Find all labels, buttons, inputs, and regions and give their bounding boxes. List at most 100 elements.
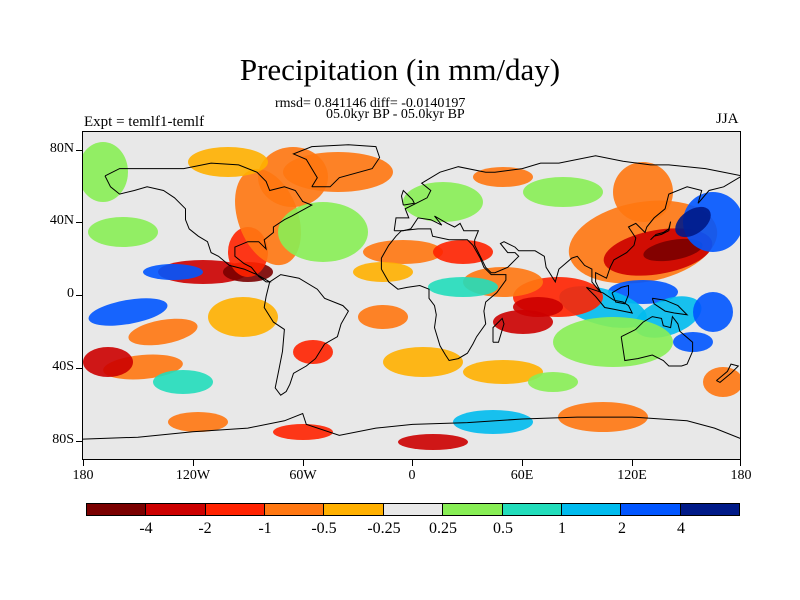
coastline-japan [650, 221, 672, 241]
precip-anomaly-patch [493, 310, 553, 334]
lat-tick-label: 80N [49, 141, 74, 156]
precip-anomaly-patch [363, 240, 443, 264]
precip-anomaly-patch [283, 152, 393, 192]
lon-tick-label: 60W [289, 468, 317, 483]
precip-anomaly-patch [523, 177, 603, 207]
lon-tick [412, 460, 413, 466]
lon-tick [740, 460, 741, 466]
precip-anomaly-patch [473, 167, 533, 187]
colorbar-label: -1 [258, 520, 272, 537]
precip-anomaly-patch [88, 217, 158, 247]
precip-anomaly-patch [703, 367, 740, 397]
precip-anomaly-patch [398, 434, 468, 450]
plot-title: Precipitation (in mm/day) [239, 52, 561, 87]
precip-anomaly-patch [643, 362, 723, 402]
coastline-madagascar [492, 317, 505, 343]
precip-anomaly-patch [83, 347, 133, 377]
lon-tick-label: 60E [510, 468, 534, 483]
precip-anomaly-patch [153, 370, 213, 394]
lon-tick-label: 180 [730, 468, 752, 483]
colorbar-label: -0.25 [367, 520, 401, 537]
lat-tick-label: 0 [67, 286, 74, 301]
precip-anomaly-patch [553, 317, 673, 367]
colorbar-label: 2 [618, 520, 626, 537]
precip-anomaly-patch [428, 277, 498, 297]
colorbar-swatch [502, 504, 562, 515]
precip-anomaly-field [83, 142, 740, 450]
colorbar-label: 4 [677, 520, 685, 537]
precip-anomaly-patch [278, 202, 368, 262]
colorbar-swatch [383, 504, 444, 515]
precip-anomaly-patch [528, 372, 578, 392]
lat-tick [76, 222, 82, 223]
coastline-north-america [104, 162, 313, 283]
precip-anomaly-patch [463, 360, 543, 384]
coastline-new-zealand [716, 363, 740, 383]
coastline-australia [620, 315, 694, 367]
precip-anomaly-patch [613, 162, 673, 222]
colorbar-label: -4 [139, 520, 153, 537]
season-label: JJA [716, 111, 739, 127]
lat-tick [76, 150, 82, 151]
precip-anomaly-patch [403, 182, 483, 222]
lon-tick [83, 460, 84, 466]
coastline-indonesia [586, 286, 634, 314]
lon-tick-label: 120E [617, 468, 647, 483]
lat-tick-label: 40N [49, 213, 74, 228]
coastline-south-america [263, 274, 350, 396]
precipitation-map [82, 131, 741, 460]
precip-anomaly-patch [128, 318, 198, 346]
coastline-borneo [611, 284, 629, 305]
coastline-greenland [292, 144, 381, 188]
colorbar-swatch [621, 504, 681, 515]
colorbar-swatch [324, 504, 384, 515]
colorbar-label: -0.5 [311, 520, 337, 537]
colorbar-swatch [561, 504, 622, 515]
precip-anomaly-patch [273, 424, 333, 440]
colorbar-label: -2 [198, 520, 212, 537]
coastline-antarctica [83, 412, 740, 440]
precip-anomaly-patch [143, 264, 203, 280]
precip-anomaly-patch [383, 347, 463, 377]
precip-anomaly-patch [83, 142, 128, 202]
precip-anomaly-patch [433, 240, 493, 264]
colorbar-swatch [146, 504, 206, 515]
precip-anomaly-patch [88, 298, 168, 326]
lon-tick [522, 460, 523, 466]
precip-anomaly-patch [683, 192, 740, 252]
colorbar-swatch [87, 504, 147, 515]
lon-tick-label: 120W [175, 468, 211, 483]
precip-anomaly-patch [168, 412, 228, 432]
colorbar-swatch [205, 504, 266, 515]
colorbar-swatch [680, 504, 739, 515]
lon-tick-label: 0 [408, 468, 416, 483]
lon-tick [193, 460, 194, 466]
coastline-britain [400, 189, 416, 206]
lat-tick [76, 368, 82, 369]
colorbar-label: 1 [558, 520, 566, 537]
precip-anomaly-patch [188, 147, 268, 177]
precip-anomaly-patch [643, 238, 703, 262]
precip-anomaly-patch [693, 292, 733, 332]
lat-tick [76, 441, 82, 442]
lat-tick [76, 295, 82, 296]
colorbar [86, 503, 740, 516]
lat-tick-label: 80S [52, 432, 74, 447]
precip-anomaly-patch [208, 297, 278, 337]
lon-tick [303, 460, 304, 466]
coastlines [83, 144, 740, 440]
coastline-africa [380, 228, 507, 362]
rmsd-diff-stats: rmsd= 0.841146 diff= -0.0140197 [275, 96, 466, 111]
precip-anomaly-patch [358, 305, 408, 329]
precip-anomaly-patch [453, 410, 533, 434]
coastline-new-guinea [651, 297, 689, 316]
colorbar-swatch [443, 504, 503, 515]
lat-tick-label: 40S [52, 359, 74, 374]
experiment-label: Expt = temlf1-temlf [84, 114, 205, 130]
lon-tick [632, 460, 633, 466]
period-label: 05.0kyr BP - 05.0kyr BP [326, 107, 465, 122]
coastline-eurasia [393, 155, 740, 294]
precip-anomaly-patch [675, 206, 711, 238]
map-canvas [83, 142, 740, 450]
lon-tick-label: 180 [72, 468, 94, 483]
